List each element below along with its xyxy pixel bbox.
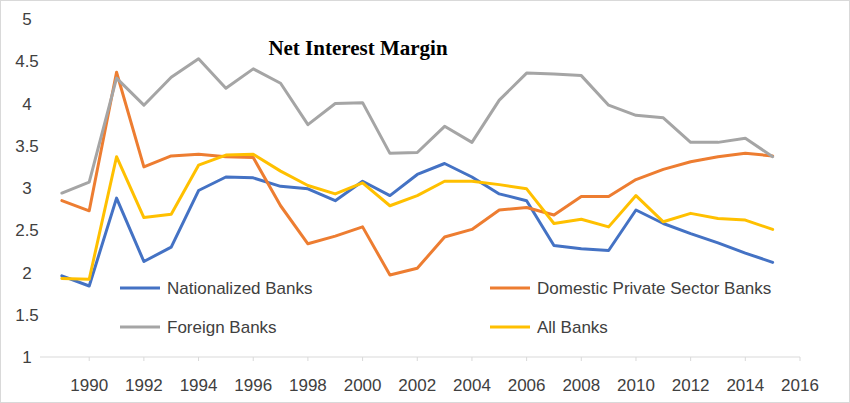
- x-tick: [362, 357, 363, 361]
- x-tick: [143, 357, 144, 361]
- x-tick-label: 1990: [70, 376, 108, 395]
- title: Net Interest Margin: [268, 36, 448, 60]
- x-tick-label: 2016: [781, 376, 819, 395]
- x-tick-label: 1998: [289, 376, 327, 395]
- x-tick-label: 1996: [234, 376, 272, 395]
- y-tick-label: 4: [22, 95, 31, 114]
- y-tick-label: 5: [22, 10, 31, 29]
- legend-swatch: [120, 287, 160, 290]
- x-tick-label: 2000: [344, 376, 382, 395]
- x-tick: [526, 357, 527, 361]
- x-tick: [471, 357, 472, 361]
- legend-label: All Banks: [537, 318, 608, 337]
- legend-label: Domestic Private Sector Banks: [537, 279, 771, 298]
- series-line: [62, 72, 773, 275]
- y-tick-label: 1: [22, 348, 31, 367]
- legend-swatch: [120, 326, 160, 329]
- y-tick-label: 3: [22, 179, 31, 198]
- legend-label: Foreign Banks: [167, 318, 277, 337]
- y-tick-label: 4.5: [15, 52, 39, 71]
- chart-frame: [1, 1, 850, 403]
- y-tick-label: 1.5: [15, 306, 39, 325]
- x-axis-line: [40, 357, 800, 358]
- x-tick-label: 2002: [398, 376, 436, 395]
- legend-swatch: [490, 326, 530, 329]
- x-tick: [253, 357, 254, 361]
- x-tick-label: 2012: [672, 376, 710, 395]
- y-tick-label: 2.5: [15, 221, 39, 240]
- x-tick: [581, 357, 582, 361]
- x-tick: [198, 357, 199, 361]
- x-tick-label: 2014: [726, 376, 764, 395]
- legend-swatch: [490, 287, 530, 290]
- series-line: [62, 59, 773, 193]
- x-tick: [307, 357, 308, 361]
- x-tick-label: 1992: [125, 376, 163, 395]
- x-tick-label: 2004: [453, 376, 491, 395]
- x-tick: [690, 357, 691, 361]
- x-tick: [635, 357, 636, 361]
- chart: 1 1.5 2 2.5 3 3.5 4 4.5 5 1990 1992 1994 1996 1998 200…: [0, 0, 850, 403]
- series-line: [62, 154, 773, 279]
- x-tick-label: 2006: [508, 376, 546, 395]
- x-tick: [89, 357, 90, 361]
- legend-label: Nationalized Banks: [167, 279, 313, 298]
- x-tick: [745, 357, 746, 361]
- x-tick: [417, 357, 418, 361]
- x-tick-label: 1994: [180, 376, 218, 395]
- x-tick-label: 2010: [617, 376, 655, 395]
- x-tick: [800, 357, 801, 361]
- x-tick-label: 2008: [562, 376, 600, 395]
- y-tick-label: 3.5: [15, 137, 39, 156]
- plot-area: [62, 59, 773, 286]
- y-tick-label: 2: [22, 264, 31, 283]
